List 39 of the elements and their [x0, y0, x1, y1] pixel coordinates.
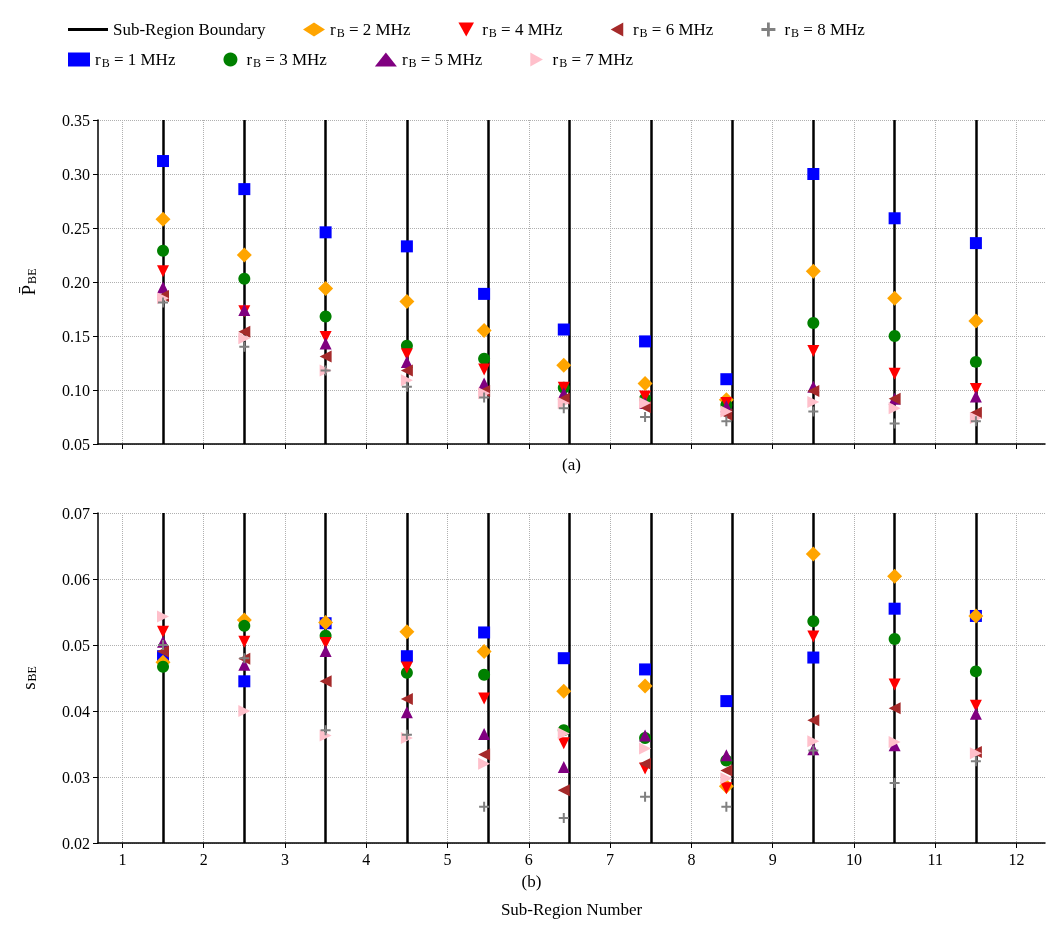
- x-tick-label: 7: [606, 850, 615, 868]
- legend-label: rB = 4 MHz: [482, 20, 564, 40]
- y-tick-label: 0.20: [62, 273, 90, 291]
- legend-label: rB = 6 MHz: [632, 20, 714, 40]
- x-tick-label: 6: [524, 850, 533, 868]
- text: (b): [521, 872, 542, 891]
- y-tick-label: 0.05: [62, 636, 90, 654]
- x-axis-title: Sub-Region Number: [500, 900, 643, 919]
- y-tick-label: 0.15: [62, 327, 90, 345]
- y-axis-title: P̄BE: [18, 268, 39, 296]
- legend-label: rB = 7 MHz: [552, 50, 634, 70]
- x-tick-label: 10: [845, 850, 862, 868]
- legend-label: Sub-Region Boundary: [113, 20, 267, 39]
- x-tick-label: 11: [927, 850, 943, 868]
- x-tick-label: 12: [1008, 850, 1025, 868]
- x-tick-label: 4: [362, 850, 371, 868]
- y-tick-label: 0.05: [62, 435, 90, 453]
- legend-label: rB = 8 MHz: [784, 20, 866, 40]
- x-tick-label: 9: [768, 850, 777, 868]
- y-tick-label: 0.10: [62, 381, 90, 399]
- y-tick-label: 0.35: [62, 111, 90, 129]
- legend-label: rB = 5 MHz: [401, 50, 483, 70]
- y-tick-label: 0.06: [62, 570, 90, 588]
- y-tick-label: 0.03: [62, 768, 90, 786]
- x-tick-label: 2: [199, 850, 208, 868]
- legend-label: rB = 3 MHz: [246, 50, 328, 70]
- y-tick-label: 0.04: [62, 702, 90, 720]
- y-tick-label: 0.02: [62, 834, 90, 852]
- x-axis-title: (a): [562, 455, 581, 474]
- legend-label: rB = 2 MHz: [330, 20, 411, 40]
- x-tick-label: 5: [443, 850, 452, 868]
- x-tick-label: 3: [280, 850, 289, 868]
- legend-label: rB = 1 MHz: [95, 50, 176, 70]
- x-tick-label: 1: [118, 850, 127, 868]
- x-tick-label: 8: [687, 850, 696, 868]
- y-tick-label: 0.25: [62, 219, 90, 237]
- y-tick-label: 0.30: [62, 165, 90, 183]
- y-axis-title: sBE: [18, 666, 39, 690]
- y-tick-label: 0.07: [62, 504, 90, 522]
